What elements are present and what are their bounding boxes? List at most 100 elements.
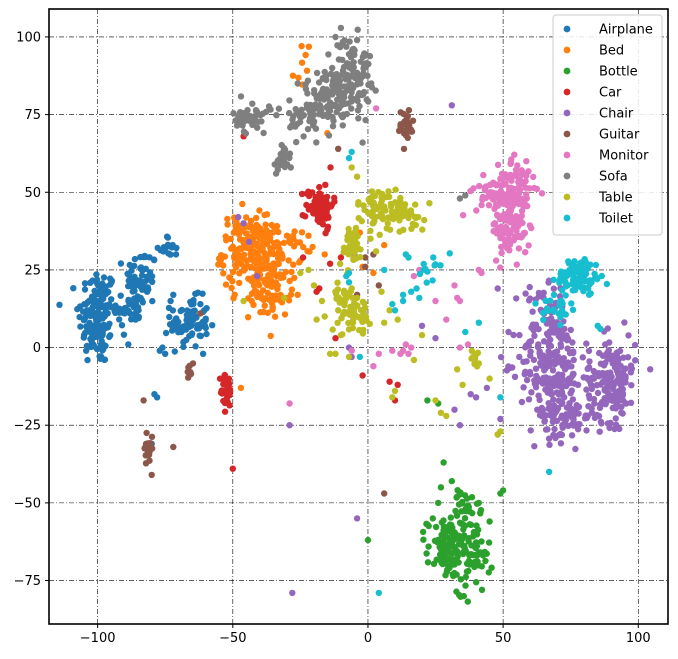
point-airplane	[101, 356, 109, 363]
point-airplane	[143, 288, 151, 295]
point-guitar	[146, 457, 153, 464]
point-airplane	[172, 251, 180, 258]
point-chair	[547, 387, 554, 394]
point-sofa	[346, 38, 353, 45]
point-bed	[254, 243, 261, 250]
point-sofa	[254, 124, 261, 131]
point-monitor	[531, 184, 538, 192]
point-bottle	[463, 502, 471, 510]
point-sofa	[345, 61, 353, 69]
point-sofa	[311, 87, 318, 94]
point-toilet	[598, 272, 605, 280]
point-monitor	[478, 269, 485, 277]
point-toilet	[532, 300, 539, 307]
point-bed	[236, 279, 243, 287]
series-airplane	[56, 233, 216, 447]
point-bed	[240, 251, 248, 258]
point-table	[345, 251, 352, 258]
point-guitar	[185, 368, 192, 376]
point-monitor	[514, 162, 521, 169]
point-monitor	[487, 181, 495, 188]
point-table	[349, 319, 357, 326]
point-chair	[516, 353, 523, 361]
point-toilet	[543, 305, 551, 312]
point-monitor	[286, 400, 293, 407]
point-sofa	[359, 139, 366, 146]
point-table	[332, 290, 340, 298]
point-car	[299, 254, 307, 261]
point-airplane	[121, 310, 128, 317]
point-bed	[271, 313, 279, 320]
point-airplane	[117, 292, 124, 299]
point-monitor	[507, 203, 514, 210]
point-airplane	[188, 331, 195, 338]
point-table	[332, 350, 339, 357]
point-table	[378, 194, 385, 201]
point-chair	[555, 382, 562, 389]
point-chair	[647, 366, 654, 373]
point-airplane	[88, 326, 96, 334]
point-sofa	[357, 58, 364, 65]
point-car	[221, 408, 229, 415]
point-sofa	[306, 115, 314, 122]
point-monitor	[519, 180, 527, 187]
point-bottle	[420, 536, 427, 543]
point-sofa	[329, 64, 336, 72]
point-bed	[252, 231, 259, 238]
point-table	[367, 235, 374, 242]
legend: Airplane Bed Bottle Car Chair Guitar Monitor So…	[552, 14, 663, 236]
point-airplane	[85, 307, 93, 314]
point-toilet	[560, 271, 567, 278]
point-table	[355, 201, 362, 208]
point-monitor	[506, 227, 513, 234]
point-guitar	[142, 440, 150, 447]
point-toilet	[597, 325, 604, 333]
point-chair	[570, 356, 577, 364]
point-toilet	[389, 300, 396, 308]
legend-label: Sofa	[599, 170, 628, 185]
point-sofa	[353, 36, 361, 44]
point-bed	[264, 264, 271, 272]
point-monitor	[408, 344, 415, 351]
point-chair	[612, 415, 619, 422]
point-table	[335, 307, 342, 314]
point-bed	[370, 269, 377, 277]
point-bed	[269, 303, 276, 311]
point-airplane	[131, 295, 138, 302]
point-table	[352, 234, 359, 241]
point-chair	[608, 352, 615, 359]
point-sofa	[334, 75, 341, 82]
point-chair	[540, 338, 548, 345]
point-bed	[228, 245, 235, 252]
point-sofa	[325, 51, 332, 58]
point-chair	[286, 422, 293, 429]
point-table	[411, 213, 419, 221]
point-bottle	[449, 524, 456, 531]
point-airplane	[180, 338, 187, 346]
point-bed	[251, 265, 258, 272]
point-monitor	[502, 173, 509, 181]
point-guitar	[402, 132, 410, 139]
axis-ticks: −100 −50 0 50 100 −75 −50 −25 0 25 50 75 100	[14, 30, 651, 646]
point-sofa	[249, 121, 256, 129]
point-monitor	[459, 212, 467, 219]
point-sofa	[325, 132, 333, 139]
point-chair	[536, 411, 544, 419]
y-tick-label: −25	[14, 419, 41, 434]
point-monitor	[517, 199, 524, 206]
point-table	[426, 200, 433, 207]
point-airplane	[188, 322, 195, 329]
point-airplane	[159, 344, 166, 351]
point-bottle	[473, 579, 480, 586]
point-airplane	[81, 286, 89, 293]
x-tick-label: 100	[626, 631, 651, 646]
point-table	[387, 203, 395, 211]
point-monitor	[513, 261, 520, 268]
point-toilet	[408, 288, 415, 295]
point-table	[432, 397, 439, 404]
point-toilet	[446, 250, 453, 257]
point-sofa	[275, 105, 283, 112]
point-toilet	[345, 279, 353, 286]
point-airplane	[131, 273, 138, 280]
point-table	[382, 207, 389, 214]
